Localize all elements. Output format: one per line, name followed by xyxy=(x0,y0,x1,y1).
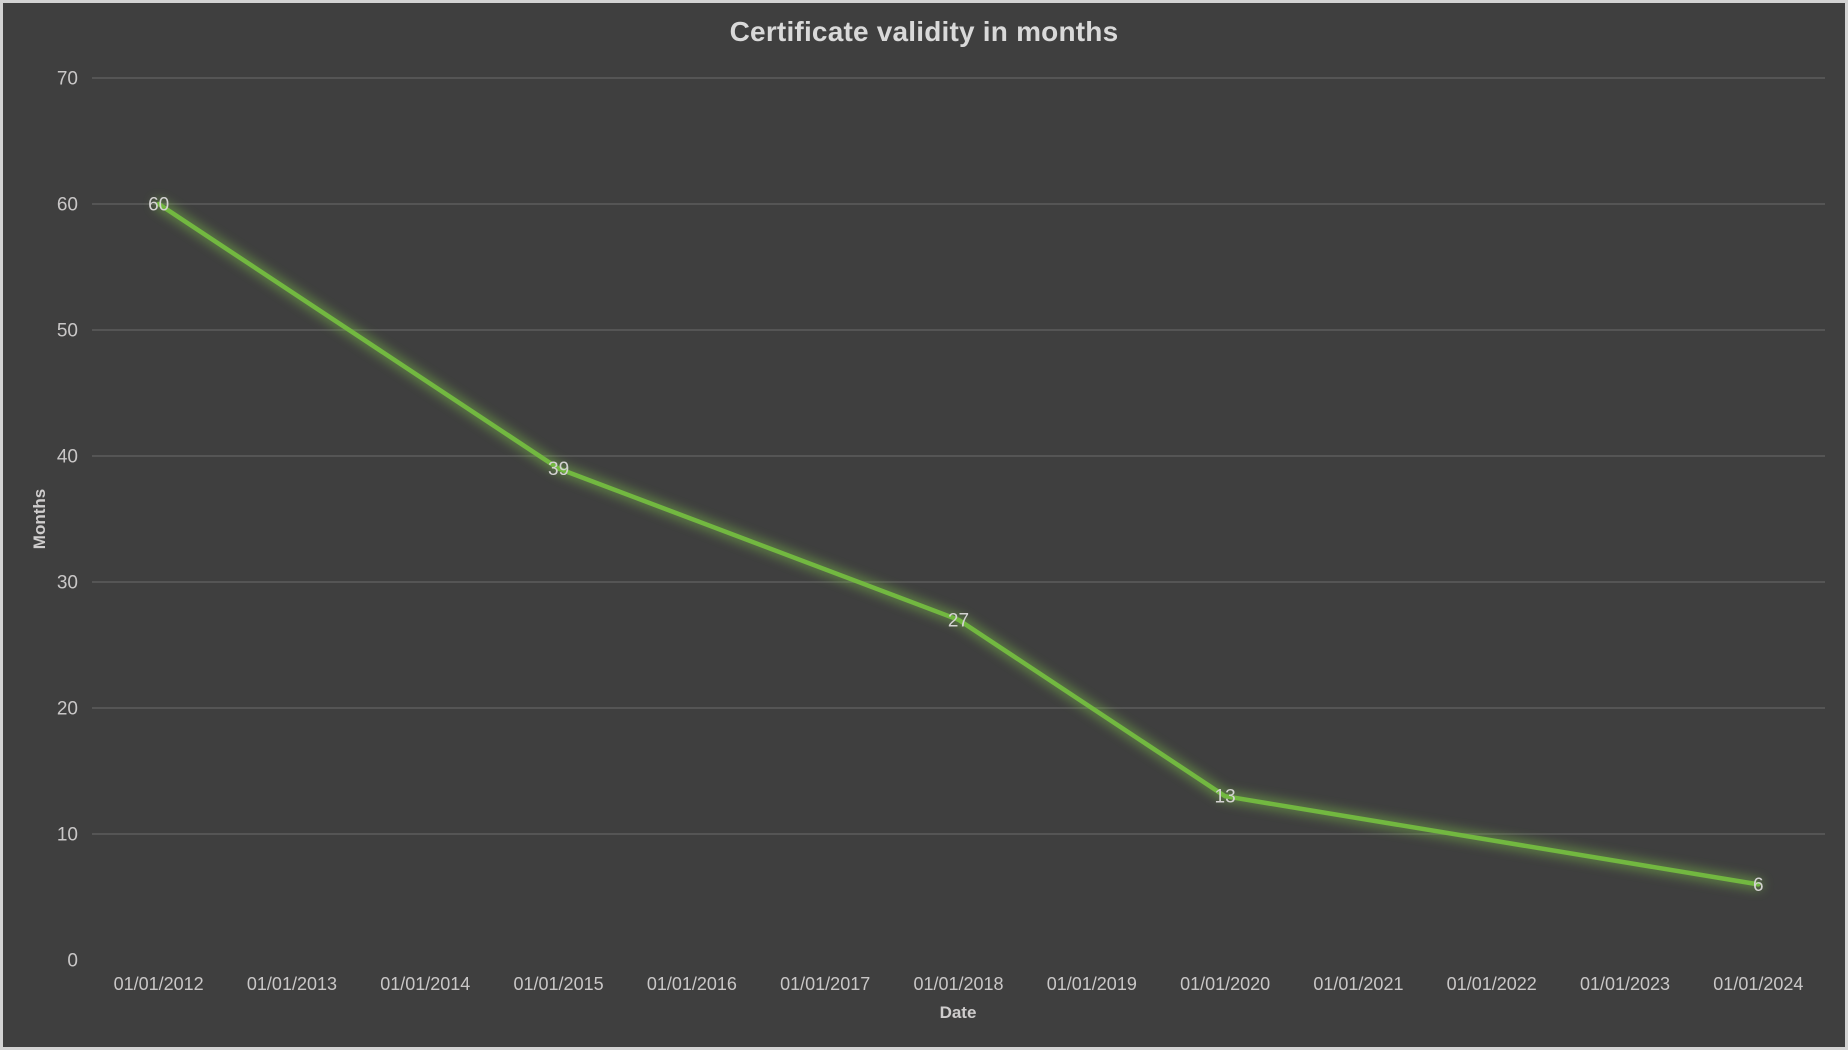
data-label-6: 6 xyxy=(1753,875,1764,896)
x-tick-label-2016: 01/01/2016 xyxy=(647,974,737,994)
series-line xyxy=(156,201,1761,887)
x-tick-label-2013: 01/01/2013 xyxy=(247,974,337,994)
y-tick-label-20: 20 xyxy=(57,699,78,720)
x-tick-label-2024: 01/01/2024 xyxy=(1713,974,1803,994)
x-tick-label-2012: 01/01/2012 xyxy=(114,974,204,994)
x-tick-label-2017: 01/01/2017 xyxy=(780,974,870,994)
y-tick-label-30: 30 xyxy=(57,573,78,594)
series-line-glow xyxy=(153,199,1764,890)
data-label-39: 39 xyxy=(548,459,569,480)
x-tick-label-2015: 01/01/2015 xyxy=(514,974,604,994)
y-tick-label-10: 10 xyxy=(57,825,78,846)
x-tick-label-2021: 01/01/2021 xyxy=(1313,974,1403,994)
x-tick-label-2020: 01/01/2020 xyxy=(1180,974,1270,994)
y-tick-label-40: 40 xyxy=(57,447,78,468)
chart-title: Certificate validity in months xyxy=(729,16,1119,47)
data-label-13: 13 xyxy=(1215,787,1236,808)
y-tick-label-0: 0 xyxy=(67,951,78,972)
x-tick-label-2023: 01/01/2023 xyxy=(1580,974,1670,994)
x-axis-title: Date xyxy=(939,1003,977,1022)
x-tick-label-2014: 01/01/2014 xyxy=(380,974,470,994)
y-tick-label-60: 60 xyxy=(57,195,78,216)
y-axis-title: Months xyxy=(30,488,49,550)
data-label-27: 27 xyxy=(948,610,969,631)
data-label-60: 60 xyxy=(148,195,169,216)
y-tick-label-50: 50 xyxy=(57,321,78,342)
x-tick-label-2018: 01/01/2018 xyxy=(913,974,1003,994)
y-tick-label-70: 70 xyxy=(57,69,78,90)
x-tick-label-2019: 01/01/2019 xyxy=(1047,974,1137,994)
x-tick-label-2022: 01/01/2022 xyxy=(1447,974,1537,994)
